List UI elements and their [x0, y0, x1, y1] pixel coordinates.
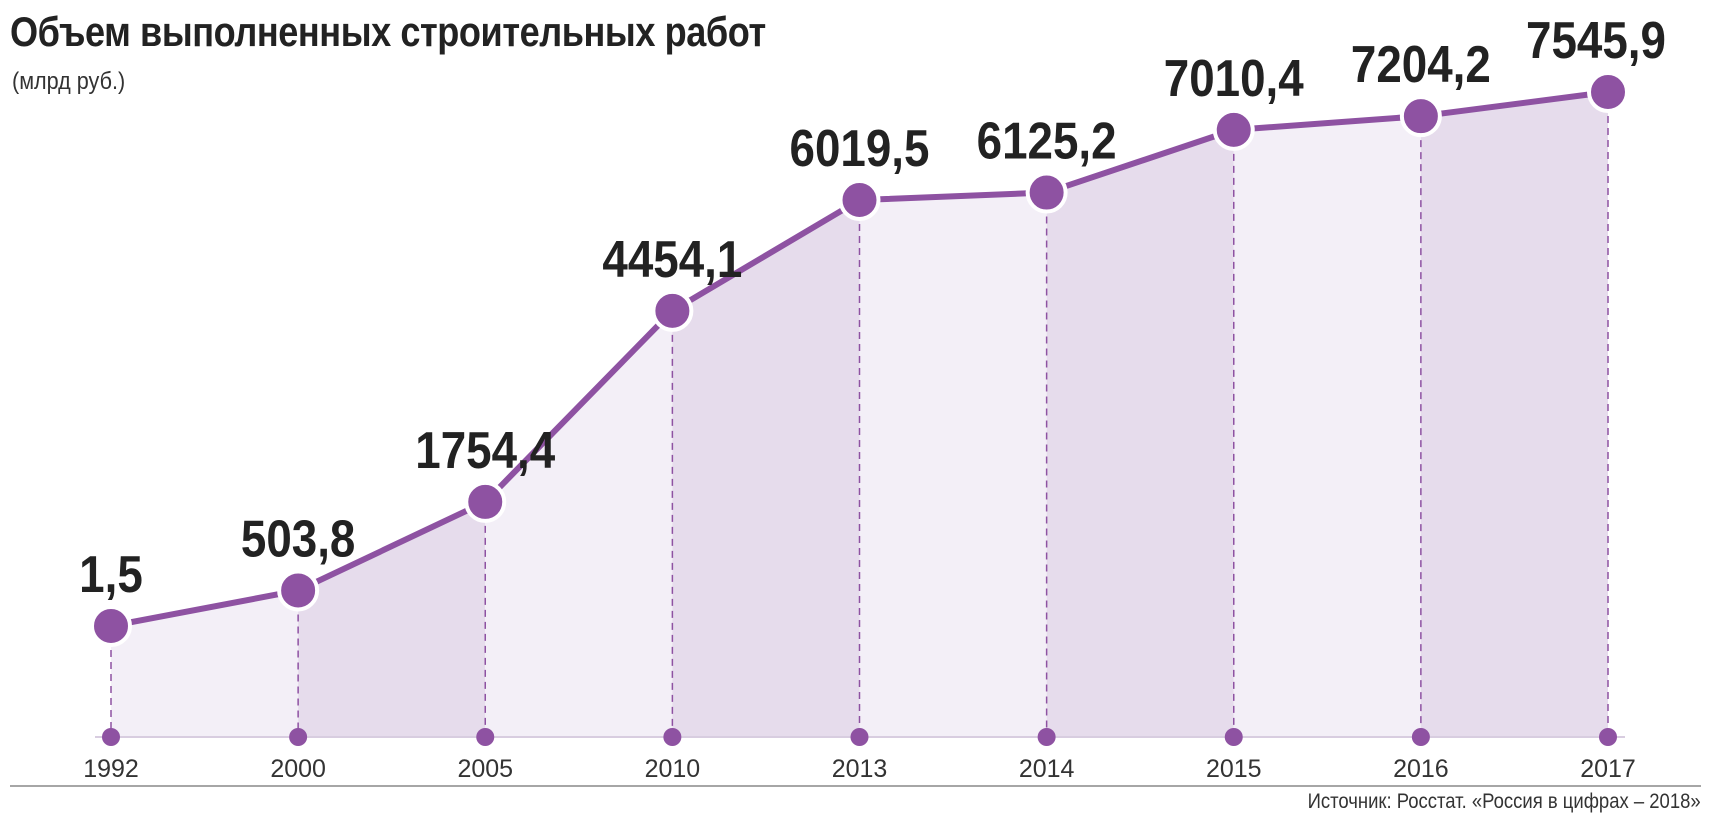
base-dot [1037, 728, 1056, 746]
base-dot [850, 728, 869, 746]
base-dot [102, 728, 120, 746]
data-point [464, 480, 507, 523]
area-segment [111, 590, 299, 737]
data-point [1399, 95, 1442, 138]
data-label: 503,8 [241, 511, 355, 568]
data-label: 4454,1 [602, 231, 742, 288]
base-dot [1411, 728, 1430, 746]
data-point [838, 179, 881, 222]
area-segment [1420, 92, 1608, 737]
x-tick-label: 2015 [1206, 755, 1262, 783]
base-dot [1599, 728, 1617, 746]
data-label: 6125,2 [977, 113, 1117, 170]
x-tick-label: 2013 [832, 755, 888, 783]
data-point [1025, 171, 1068, 214]
data-point [1587, 71, 1629, 113]
base-dot [1224, 728, 1243, 746]
data-label: 7204,2 [1351, 37, 1491, 94]
chart-subtitle: (млрд руб.) [12, 68, 126, 95]
x-tick-label: 2017 [1580, 755, 1636, 783]
data-label: 1754,4 [415, 422, 555, 479]
data-point [277, 569, 320, 612]
x-tick-label: 2000 [270, 755, 326, 783]
base-dot [663, 728, 682, 746]
base-dot [476, 728, 495, 746]
data-label: 6019,5 [790, 120, 930, 177]
area-segment [485, 310, 673, 737]
x-tick-label: 2014 [1019, 755, 1075, 783]
source-note: Источник: Росстат. «Россия в цифрах – 20… [1307, 790, 1701, 813]
x-tick-label: 1992 [83, 755, 139, 783]
data-point [1212, 108, 1255, 151]
data-label: 7545,9 [1526, 12, 1666, 69]
x-tick-label: 2005 [457, 755, 513, 783]
data-point [90, 605, 132, 647]
area-segment [672, 200, 860, 737]
chart-title: Объем выполненных строительных работ [10, 8, 766, 55]
area-segment [859, 192, 1047, 737]
area-segment [1046, 129, 1234, 738]
area-segment [298, 501, 486, 737]
area-segment [1233, 116, 1421, 738]
data-label: 7010,4 [1164, 50, 1304, 107]
base-dot [289, 728, 308, 746]
x-tick-label: 2010 [645, 755, 701, 783]
data-label: 1,5 [79, 546, 143, 603]
x-tick-label: 2016 [1393, 755, 1449, 783]
data-point [651, 289, 694, 332]
